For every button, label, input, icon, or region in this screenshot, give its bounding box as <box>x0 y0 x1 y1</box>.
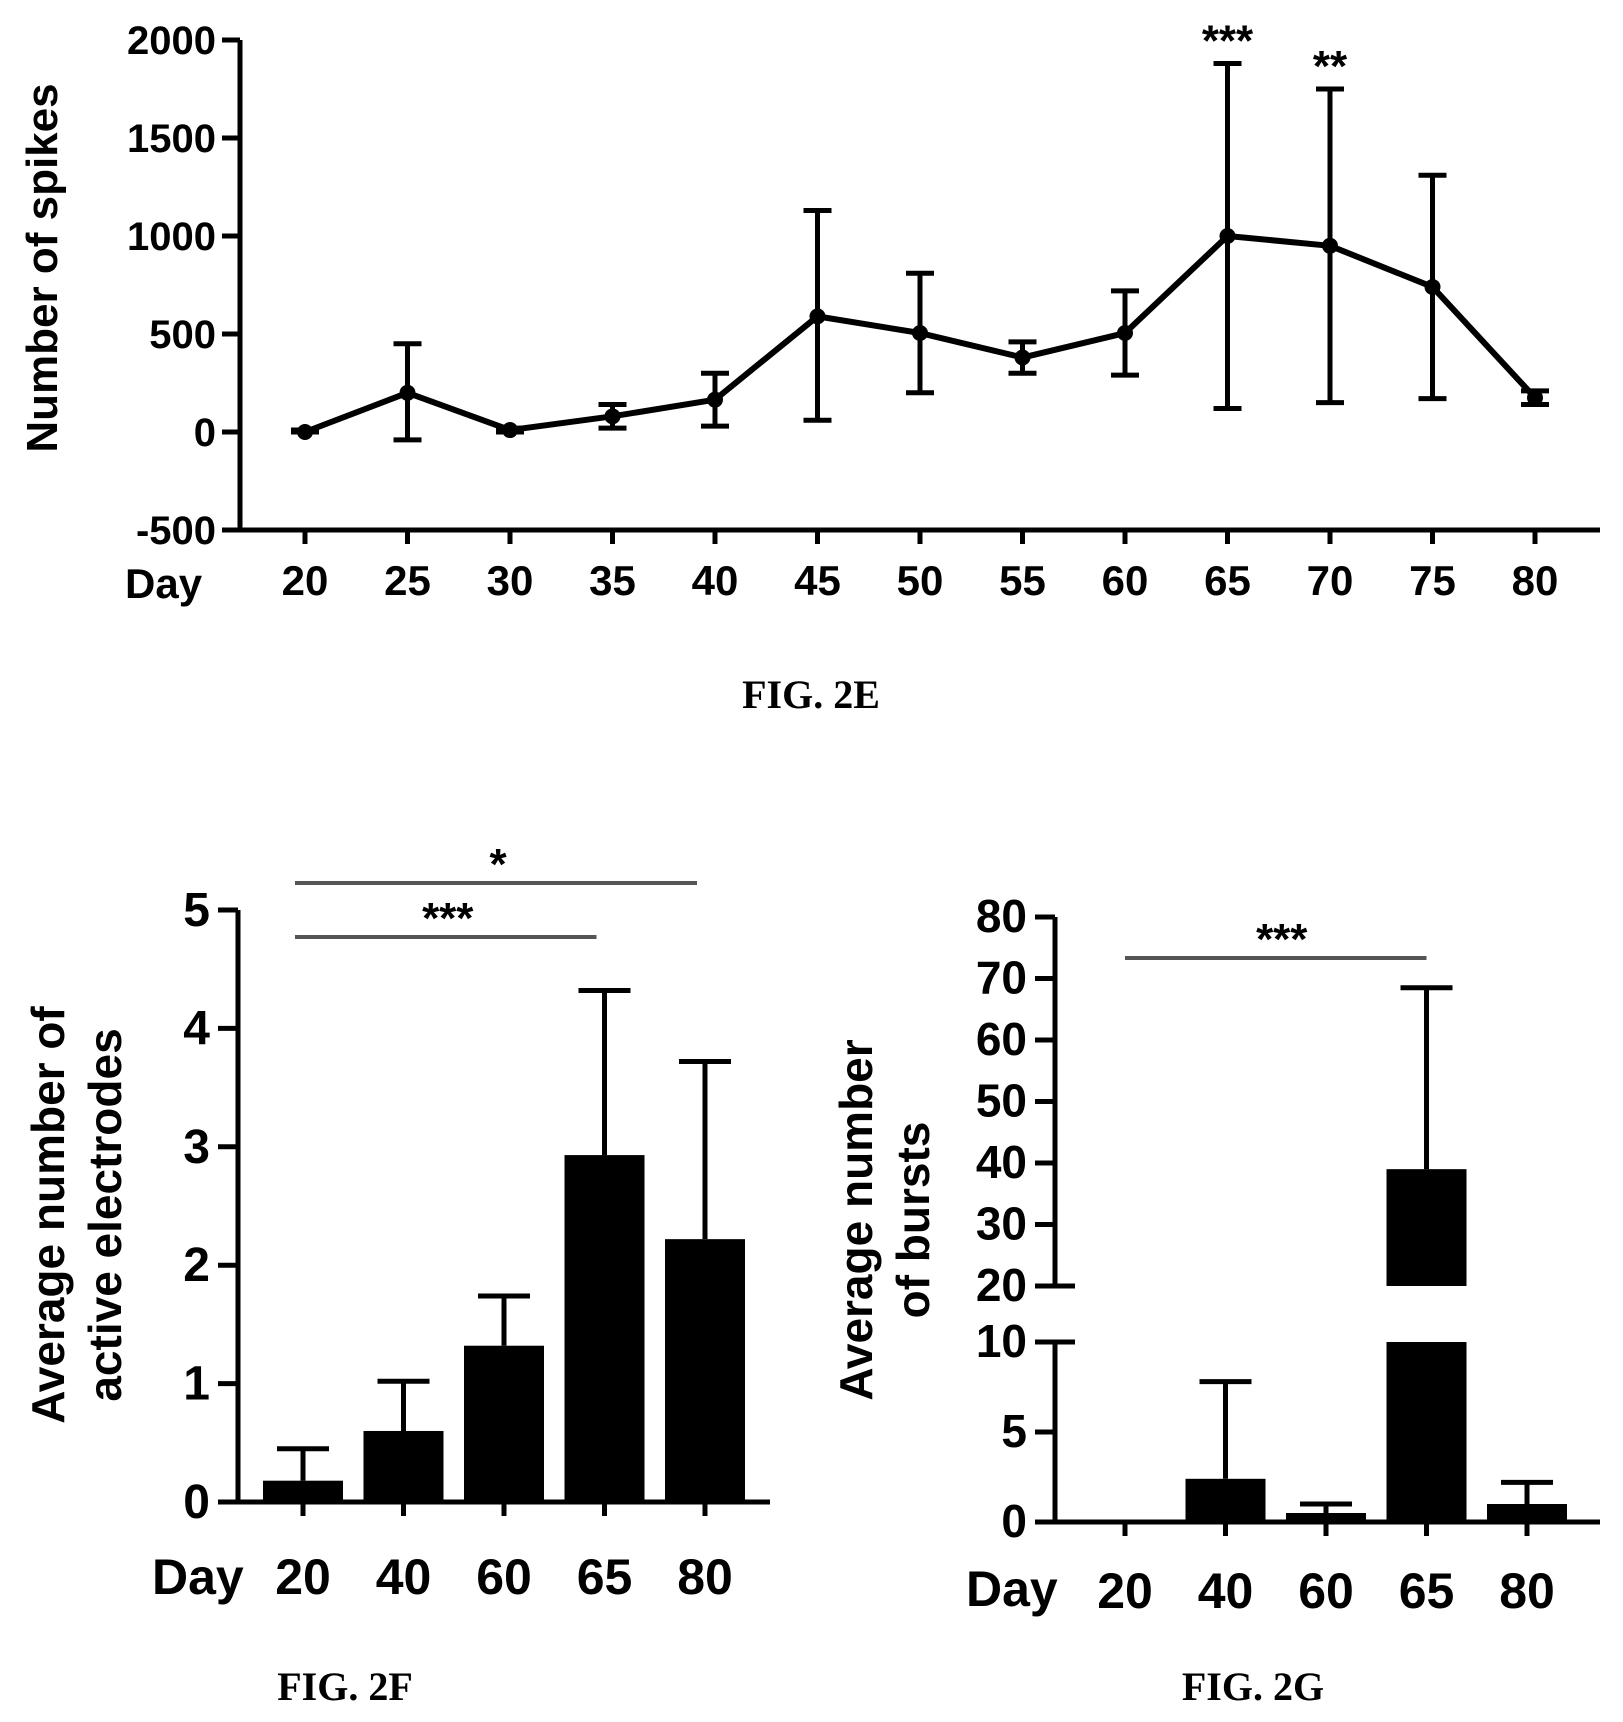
y-tick-label: 3 <box>183 1121 210 1174</box>
x-tick-label: 25 <box>384 557 431 604</box>
y-axis-label: Number of spikes <box>18 83 67 452</box>
significance-annotation: *** <box>1202 17 1254 66</box>
y-axis-label-line2: active electrodes <box>79 1028 131 1401</box>
data-point <box>1014 349 1031 366</box>
y-tick-label: 50 <box>976 1075 1027 1127</box>
data-point <box>809 308 826 325</box>
x-tick-label: 20 <box>282 557 329 604</box>
x-tick-label: 70 <box>1307 557 1354 604</box>
x-tick-label: 65 <box>1204 557 1251 604</box>
bar <box>1286 1513 1366 1522</box>
significance-label: *** <box>422 894 474 943</box>
x-tick-label: 80 <box>1512 557 1559 604</box>
bar <box>665 1239 745 1502</box>
figure-caption: FIG. 2G <box>1182 1664 1324 1709</box>
y-tick-label: 2 <box>183 1239 210 1292</box>
x-tick-label: 60 <box>476 1549 532 1605</box>
y-axis-label-line1: Average number <box>830 1039 882 1400</box>
x-tick-label: 80 <box>1499 1563 1555 1619</box>
bar-upper-segment <box>1386 1169 1467 1286</box>
data-point <box>1219 228 1236 244</box>
figure-caption: FIG. 2F <box>277 1664 413 1709</box>
y-tick-label: 1500 <box>127 117 216 161</box>
bar <box>1487 1504 1567 1522</box>
x-tick-label: 45 <box>794 557 841 604</box>
significance-label: *** <box>1256 915 1308 964</box>
significance-annotation: ** <box>1313 42 1348 91</box>
y-tick-label: 5 <box>183 884 210 937</box>
y-axis-label-line2: of bursts <box>887 1122 939 1319</box>
x-tick-label: 60 <box>1298 1563 1354 1619</box>
y-tick-label: 80 <box>976 890 1027 942</box>
y-tick-label: 0 <box>1001 1495 1027 1547</box>
x-tick-label: 50 <box>897 557 944 604</box>
bar <box>363 1430 444 1502</box>
bar <box>263 1480 343 1502</box>
x-axis-prefix-label: Day <box>152 1549 244 1605</box>
y-tick-label: 2000 <box>127 19 216 63</box>
data-point <box>1527 389 1543 406</box>
bar-lower-segment <box>1386 1342 1467 1522</box>
y-tick-label: 4 <box>183 1002 210 1055</box>
data-point <box>297 424 313 440</box>
data-point <box>502 422 518 439</box>
x-tick-label: 20 <box>1097 1563 1153 1619</box>
x-tick-label: 30 <box>487 557 534 604</box>
x-tick-label: 80 <box>677 1549 733 1605</box>
figure-caption: FIG. 2E <box>742 672 880 717</box>
y-tick-label: 0 <box>194 411 216 455</box>
x-tick-label: 35 <box>589 557 636 604</box>
x-tick-label: 55 <box>999 557 1046 604</box>
y-axis-label-line1: Average number of <box>22 1006 74 1424</box>
data-point <box>1322 237 1338 254</box>
bar <box>464 1345 544 1502</box>
y-tick-label: 20 <box>976 1259 1027 1311</box>
y-tick-label: 30 <box>976 1198 1027 1250</box>
data-point <box>604 408 621 425</box>
data-point <box>1424 278 1441 295</box>
y-tick-label: 0 <box>183 1476 210 1529</box>
data-point <box>1117 325 1133 342</box>
y-tick-label: 5 <box>1001 1405 1027 1457</box>
y-tick-label: 70 <box>976 952 1027 1004</box>
y-tick-label: 1000 <box>127 215 216 259</box>
chart-active-electrodes: 0 1 2 3 4 5 20 40 60 65 80 Day Average number of acti… <box>22 840 770 1709</box>
y-tick-label: 60 <box>976 1013 1027 1065</box>
x-tick-label: 65 <box>577 1549 633 1605</box>
x-tick-label: 75 <box>1409 557 1456 604</box>
y-tick-label: -500 <box>136 509 216 553</box>
data-point <box>399 384 416 401</box>
x-tick-label: 40 <box>692 557 739 604</box>
y-tick-label: 1 <box>183 1358 210 1411</box>
y-tick-label: 40 <box>976 1136 1027 1188</box>
x-tick-label: 40 <box>376 1549 432 1605</box>
y-tick-label: 500 <box>149 313 216 357</box>
data-point <box>707 391 723 408</box>
y-tick-label: 10 <box>976 1315 1027 1367</box>
bar <box>564 1155 645 1502</box>
significance-label: * <box>489 840 507 889</box>
x-tick-label: 20 <box>275 1549 331 1605</box>
x-tick-label: 65 <box>1399 1563 1455 1619</box>
bar <box>1185 1478 1266 1522</box>
x-axis-prefix-label: Day <box>966 1561 1058 1617</box>
x-tick-label: 40 <box>1198 1563 1254 1619</box>
chart-spikes-over-days: -500 0 500 1000 1500 2000 20 25 30 35 40 45 50 55 60 65… <box>18 17 1600 717</box>
data-point <box>912 325 928 342</box>
x-tick-label: 60 <box>1102 557 1149 604</box>
x-axis-prefix-label: Day <box>125 560 203 607</box>
